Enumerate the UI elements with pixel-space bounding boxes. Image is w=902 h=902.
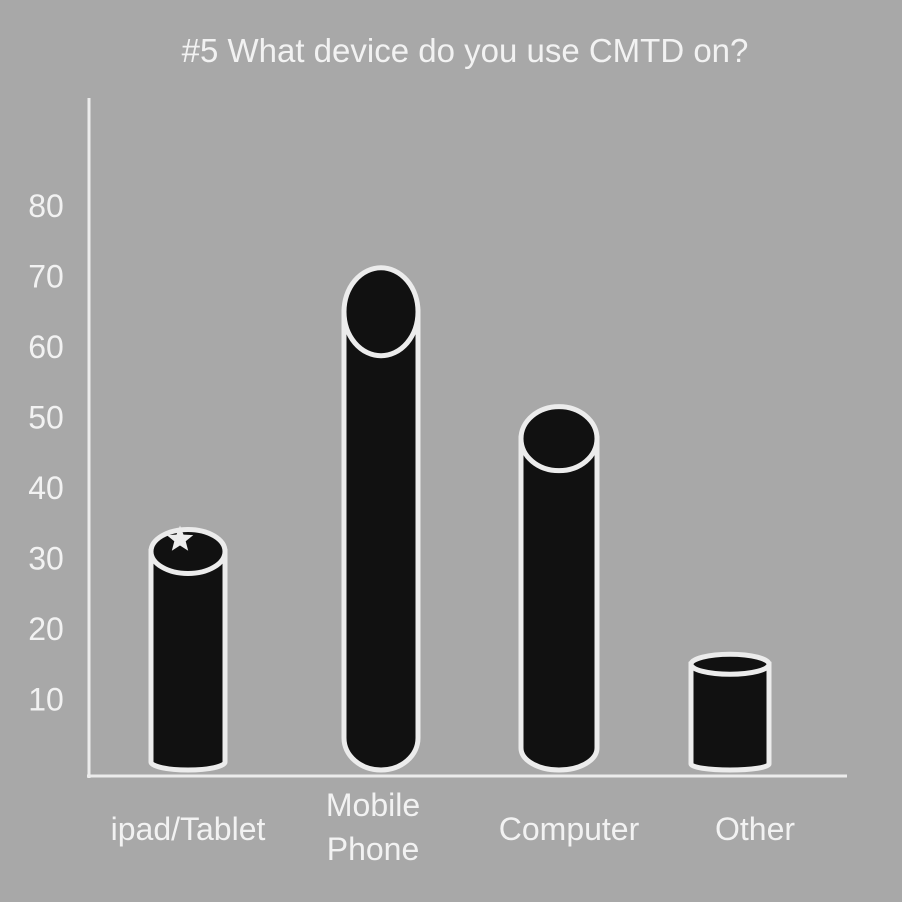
category-labels: ipad/Tablet Mobile Phone Computer Other bbox=[111, 787, 796, 867]
bar bbox=[148, 526, 228, 773]
bar-top bbox=[341, 265, 421, 359]
bar bbox=[688, 651, 772, 773]
bar-body bbox=[688, 661, 772, 773]
chart-title: #5 What device do you use CMTD on? bbox=[182, 32, 749, 69]
bar-top bbox=[688, 651, 772, 677]
y-tick-labels: 10 20 30 40 50 60 70 80 bbox=[28, 188, 64, 718]
bar-body bbox=[341, 309, 421, 773]
category-label-line: Phone bbox=[327, 831, 420, 867]
bar-body bbox=[518, 436, 600, 773]
y-tick-label: 60 bbox=[28, 329, 64, 365]
y-tick-label: 40 bbox=[28, 470, 64, 506]
y-tick-label: 20 bbox=[28, 611, 64, 647]
y-tick-label: 10 bbox=[28, 682, 64, 718]
bars bbox=[148, 265, 772, 773]
bar-top bbox=[518, 404, 600, 474]
star-icon bbox=[166, 525, 194, 551]
y-tick-label: 70 bbox=[28, 259, 64, 295]
category-label-line: ipad/Tablet bbox=[111, 811, 266, 847]
category-label: Computer bbox=[499, 811, 640, 847]
category-label: Other bbox=[715, 811, 795, 847]
category-label-line: Other bbox=[715, 811, 795, 847]
y-tick-label: 50 bbox=[28, 400, 64, 436]
category-label: Mobile Phone bbox=[326, 787, 420, 867]
bar bbox=[518, 404, 600, 773]
category-label-line: Mobile bbox=[326, 787, 420, 823]
bar bbox=[341, 265, 421, 773]
bar-top bbox=[148, 526, 228, 576]
category-label: ipad/Tablet bbox=[111, 811, 266, 847]
y-tick-label: 30 bbox=[28, 541, 64, 577]
y-tick-label: 80 bbox=[28, 188, 64, 224]
category-label-line: Computer bbox=[499, 811, 640, 847]
bar-body bbox=[148, 548, 228, 773]
